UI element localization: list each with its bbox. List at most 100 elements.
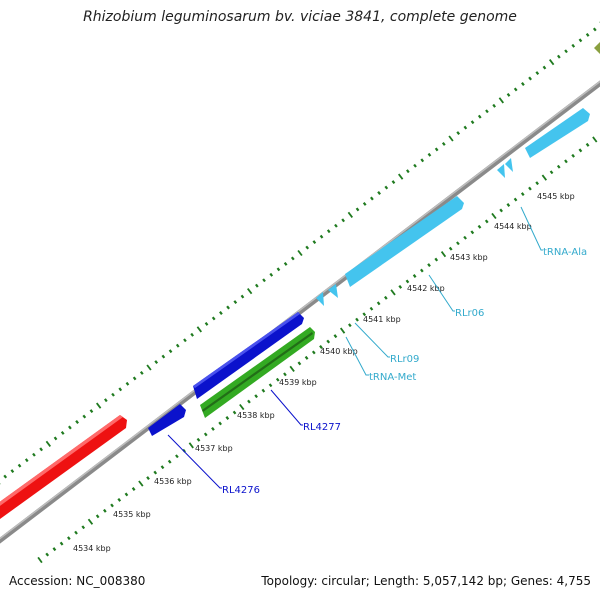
trna-met-feature[interactable] — [316, 292, 324, 306]
inner-ring-tick — [45, 552, 50, 557]
outer-ring-tick — [470, 120, 475, 125]
leader-trna-ala — [520, 206, 543, 251]
outer-ring-tick — [441, 142, 446, 146]
outer-ring-tick — [211, 316, 216, 321]
outer-ring-tick — [168, 349, 173, 354]
outer-ring-tick — [104, 398, 108, 403]
trna-ala-feature-a[interactable] — [497, 164, 505, 178]
rlr09-feature[interactable] — [328, 284, 338, 298]
inner-ring-tick — [434, 257, 439, 262]
inner-ring-tick — [506, 203, 511, 207]
inner-ring-tick — [275, 377, 280, 382]
inner-ring-tick — [390, 289, 396, 296]
inner-ring-tick — [81, 525, 86, 530]
tick-label-4540: 4540 kbp — [320, 347, 358, 356]
feature-label-rlr06: RLr06 — [455, 308, 484, 319]
inner-ring-tick — [124, 492, 129, 497]
outer-ring-tick — [154, 360, 159, 364]
tick-label-4541: 4541 kbp — [363, 315, 401, 324]
blue-gene-large-feature[interactable] — [193, 312, 304, 399]
tick-label-4538: 4538 kbp — [237, 411, 275, 420]
rlr06-feature[interactable] — [345, 196, 464, 287]
outer-ring-tick — [492, 103, 496, 108]
outer-ring-tick — [456, 131, 461, 135]
outer-ring-tick — [132, 376, 137, 381]
cyan-gene-right-feature[interactable] — [525, 108, 590, 158]
inner-ring-tick — [175, 454, 179, 459]
outer-ring-tick — [542, 65, 547, 70]
outer-ring-tick — [578, 38, 583, 43]
outer-ring-tick — [326, 229, 331, 234]
inner-ring-tick — [67, 536, 71, 541]
outer-ring-tick — [448, 135, 454, 142]
olive-gene-feature[interactable] — [594, 40, 600, 56]
outer-ring-tick — [498, 97, 505, 104]
feature-labels: RL4276 RL4277 tRNA-Met RLr09 RLr06 tRNA-… — [222, 247, 587, 496]
inner-ring-tick — [564, 159, 568, 164]
tick-label-4536: 4536 kbp — [154, 477, 192, 486]
outer-ring-tick — [377, 191, 381, 195]
blue-gene-small-feature[interactable] — [148, 404, 186, 436]
inner-ring-tick — [283, 372, 287, 377]
genome-backbone-highlight — [0, 80, 600, 540]
outer-ring-tick — [521, 82, 525, 86]
outer-ring-tick — [362, 202, 367, 206]
tick-label-4534: 4534 kbp — [73, 544, 111, 553]
accession-text: Accession: NC_008380 — [9, 574, 146, 588]
inner-ring-tick — [239, 403, 245, 411]
inner-ring-tick — [412, 274, 417, 278]
outer-ring-tick — [17, 463, 22, 468]
outer-ring-tick — [3, 474, 8, 479]
outer-ring-tick — [60, 431, 65, 435]
inner-ring-tick — [376, 301, 381, 306]
inner-ring-tick — [196, 437, 201, 442]
outer-ring-tick — [24, 458, 29, 463]
inner-ring-tick — [59, 541, 64, 546]
outer-ring-tick — [219, 311, 223, 315]
outer-ring-tick — [45, 440, 52, 447]
tick-labels: 4534 kbp 4535 kbp 4536 kbp 4537 kbp 4538… — [73, 192, 575, 553]
outer-ring-tick — [434, 147, 439, 152]
leader-trna-met — [345, 336, 369, 376]
outer-ring-tick — [535, 71, 540, 75]
inner-ring-tick — [153, 470, 158, 475]
inner-ring-tick — [362, 312, 367, 317]
trna-ala-feature-b[interactable] — [505, 158, 513, 172]
tick-label-4539: 4539 kbp — [279, 378, 317, 387]
outer-ring-tick — [463, 125, 468, 130]
outer-ring-tick — [111, 392, 115, 397]
inner-ring-tick — [333, 334, 338, 339]
inner-ring-tick — [484, 219, 489, 224]
outer-ring-tick — [355, 207, 360, 212]
tick-label-4537: 4537 kbp — [195, 444, 233, 453]
inner-ring-tick — [326, 339, 331, 344]
inner-ring-tick — [103, 508, 107, 513]
inner-ring-tick — [211, 426, 215, 431]
outer-ring-tick — [427, 152, 432, 157]
feature-label-rl4276: RL4276 — [222, 485, 260, 496]
red-gene-feature[interactable] — [0, 415, 127, 519]
outer-ring-tick — [204, 321, 209, 326]
inner-ring-tick — [87, 518, 94, 525]
outer-ring-tick — [89, 409, 94, 414]
outer-ring-tick — [10, 469, 15, 474]
inner-ring-tick — [95, 514, 100, 519]
outer-ring-tick — [391, 180, 396, 185]
outer-ring-tick — [32, 452, 36, 457]
leader-rl4277 — [270, 389, 303, 426]
outer-ring-tick — [290, 256, 295, 261]
red-gene-feature-shade — [0, 415, 123, 506]
tick-label-4535: 4535 kbp — [113, 510, 151, 519]
inner-ring-tick — [74, 530, 78, 535]
inner-ring-tick — [520, 192, 525, 197]
inner-ring-tick — [491, 212, 497, 220]
inner-ring-tick — [289, 365, 295, 372]
outer-ring-tick — [347, 211, 354, 218]
inner-ring-tick — [232, 410, 237, 415]
inner-ring-tick — [167, 459, 172, 464]
inner-ring-tick — [440, 251, 447, 258]
page-title: Rhizobium leguminosarum bv. viciae 3841,… — [83, 9, 517, 25]
green-gene-feature-shade — [202, 332, 313, 412]
inner-ring-tick — [247, 399, 251, 404]
